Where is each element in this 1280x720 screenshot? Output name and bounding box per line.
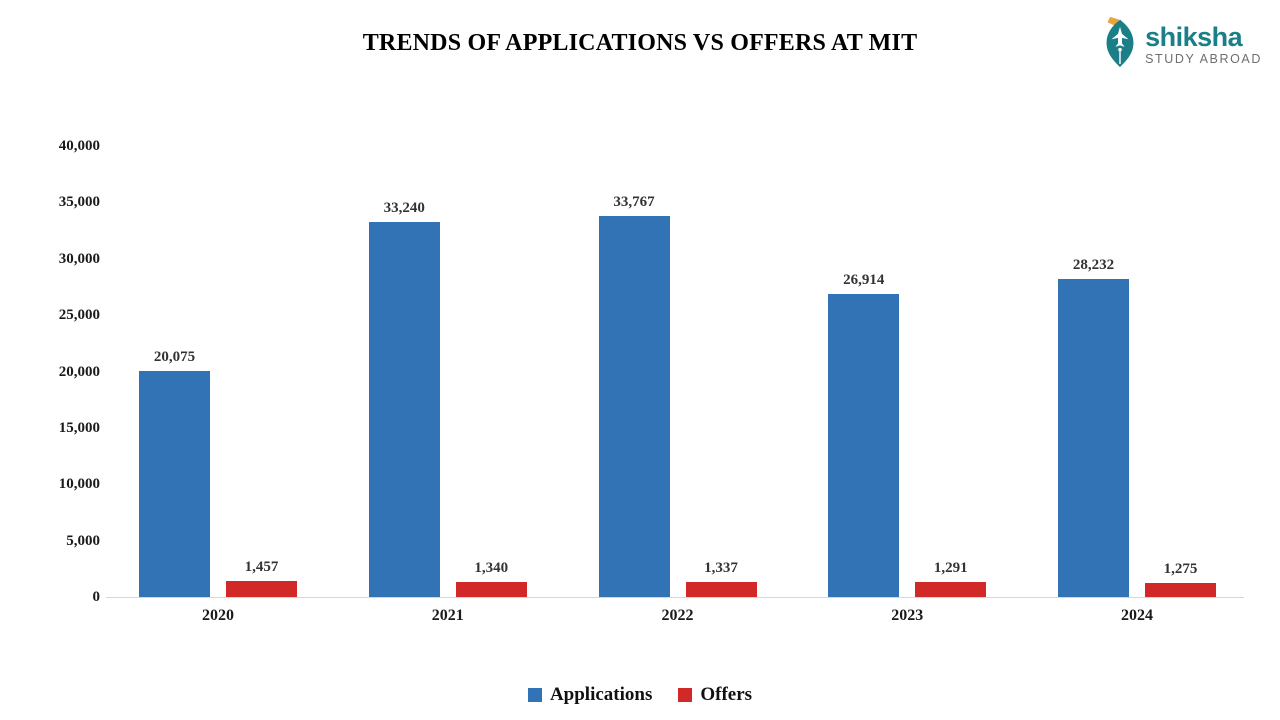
bar-value-label: 26,914 <box>843 272 885 288</box>
x-axis-category-label: 2022 <box>661 607 694 624</box>
legend-label: Offers <box>700 684 753 705</box>
legend-item-offers: Offers <box>678 684 752 706</box>
bar-applications-2024 <box>1058 279 1129 597</box>
bar-value-label: 33,240 <box>383 200 425 216</box>
logo-text: shiksha STUDY ABROAD <box>1145 21 1262 66</box>
chart-title: TRENDS OF APPLICATIONS VS OFFERS AT MIT <box>362 30 918 56</box>
y-axis-tick-label: 5,000 <box>66 532 100 549</box>
bar-offers-2020 <box>226 581 297 597</box>
pen-nib-plane-icon <box>1102 16 1138 73</box>
bar-offers-2021 <box>455 582 527 597</box>
shiksha-logo: shiksha STUDY ABROAD <box>1102 16 1262 73</box>
bar-offers-2022 <box>685 582 757 597</box>
bar-value-label: 1,275 <box>1163 561 1198 577</box>
y-axis-tick-label: 35,000 <box>58 194 100 211</box>
bar-value-label: 33,767 <box>613 194 655 210</box>
y-axis-tick-label: 30,000 <box>58 250 100 267</box>
y-axis-tick-label: 10,000 <box>58 476 100 493</box>
x-axis-category-label: 2024 <box>1121 607 1153 624</box>
bar-value-label: 28,232 <box>1072 257 1115 273</box>
legend-label: Applications <box>549 684 653 705</box>
bar-offers-2023 <box>915 582 987 597</box>
legend-item-applications: Applications <box>527 684 653 706</box>
x-axis-line <box>106 597 1244 598</box>
bar-value-label: 20,075 <box>153 349 196 365</box>
bar-value-label: 1,340 <box>474 560 509 576</box>
y-axis-tick-label: 15,000 <box>58 419 100 436</box>
bar-offers-2024 <box>1145 583 1216 597</box>
bar-value-label: 1,457 <box>244 559 279 575</box>
bar-value-label: 1,337 <box>704 560 738 576</box>
x-axis-category-label: 2020 <box>202 607 234 624</box>
legend-swatch-offers <box>678 688 693 702</box>
logo-brand-name: shiksha <box>1145 21 1243 52</box>
y-axis-tick-label: 0 <box>92 589 101 605</box>
y-axis-tick-label: 20,000 <box>58 363 100 380</box>
legend-swatch-applications <box>527 688 542 702</box>
y-axis-tick-label: 40,000 <box>58 138 100 154</box>
bar-applications-2020 <box>139 371 210 597</box>
logo-tagline: STUDY ABROAD <box>1145 51 1262 66</box>
bar-applications-2022 <box>598 216 670 597</box>
y-axis-tick-label: 25,000 <box>58 307 100 324</box>
bar-applications-2021 <box>368 222 440 597</box>
x-axis-category-label: 2023 <box>891 607 924 624</box>
bar-applications-2023 <box>828 294 900 597</box>
chart-legend: Applications Offers <box>0 684 1280 706</box>
bar-value-label: 1,291 <box>933 560 968 576</box>
x-axis-category-label: 2021 <box>431 607 464 624</box>
